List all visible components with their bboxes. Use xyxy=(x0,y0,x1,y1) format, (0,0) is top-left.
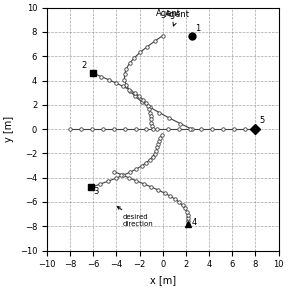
Text: desired
direction: desired direction xyxy=(117,207,153,227)
Text: 3: 3 xyxy=(93,187,99,196)
Text: 1: 1 xyxy=(195,24,200,33)
Text: 4: 4 xyxy=(192,218,197,227)
Text: 2: 2 xyxy=(82,61,87,70)
Y-axis label: y [m]: y [m] xyxy=(4,116,14,142)
X-axis label: x [m]: x [m] xyxy=(150,275,176,285)
Text: 5: 5 xyxy=(259,116,264,125)
Text: Agent: Agent xyxy=(156,9,181,18)
Text: Agent: Agent xyxy=(165,10,190,26)
